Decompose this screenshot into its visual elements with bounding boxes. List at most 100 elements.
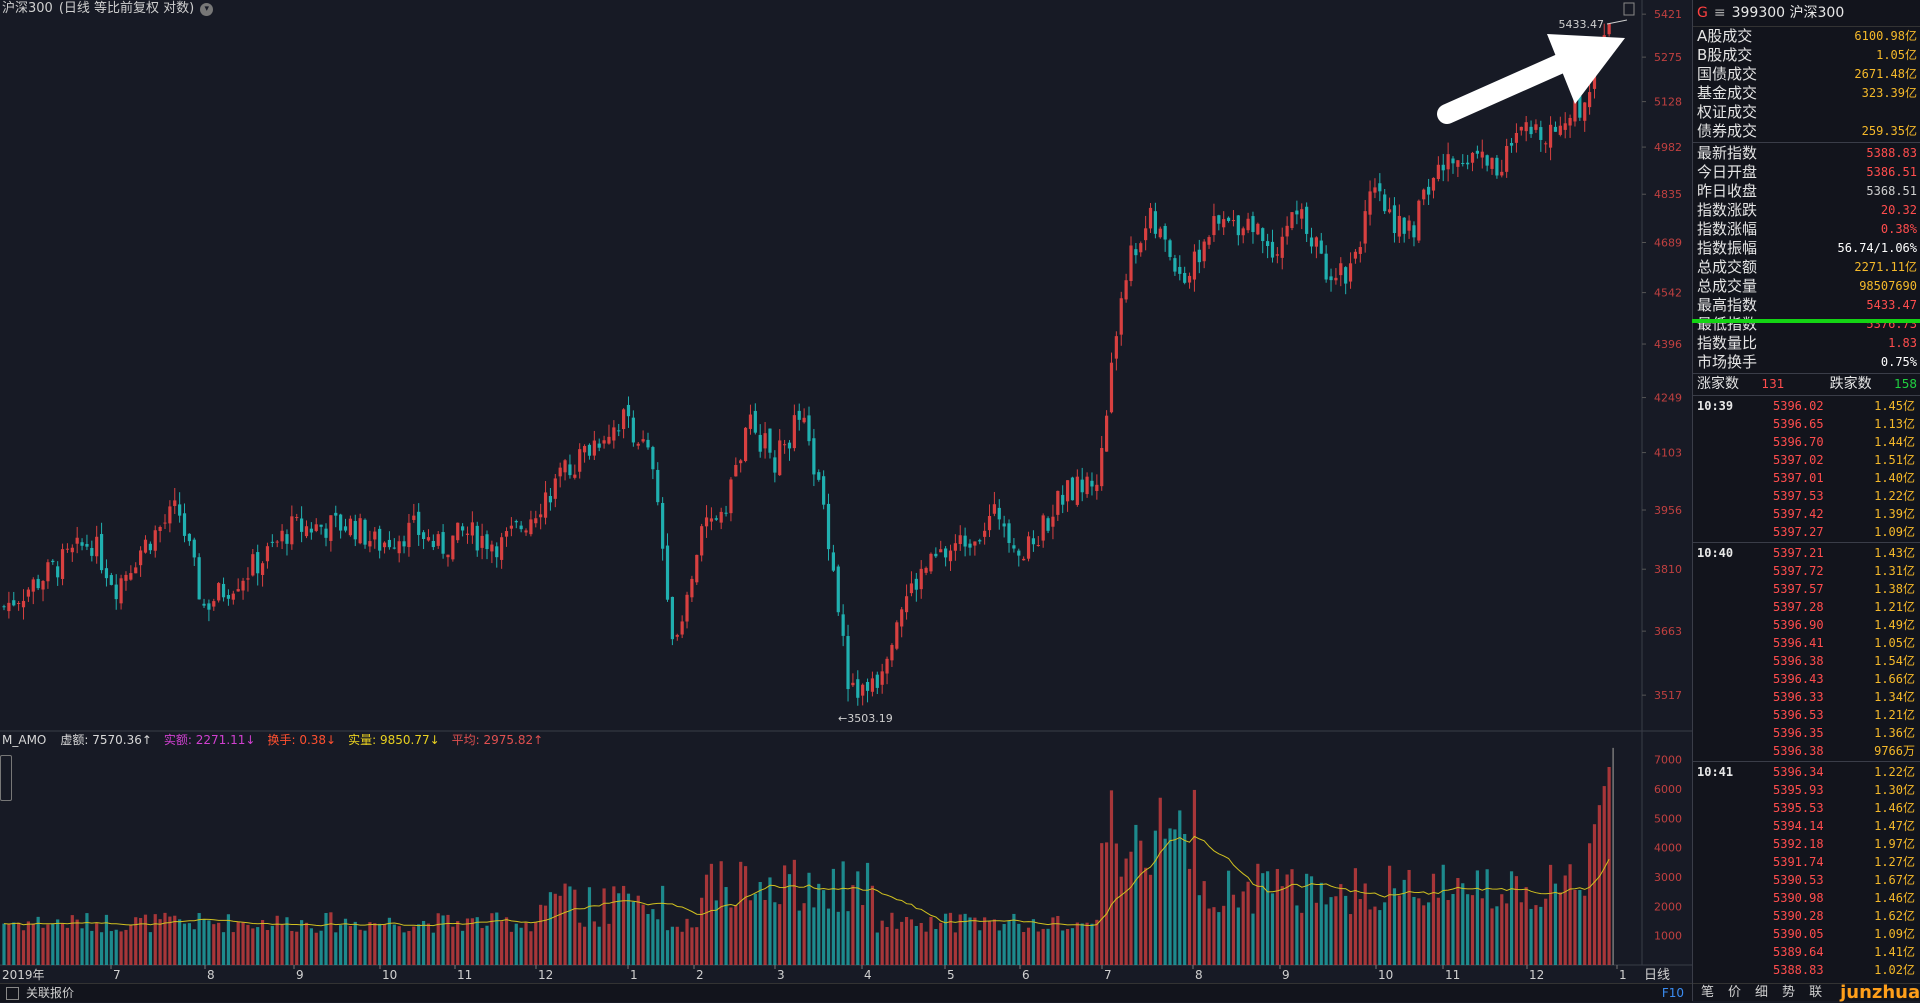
candle-body	[465, 533, 470, 535]
chart-canvas[interactable]: 5421527551284982483546894542439642494103…	[0, 0, 1692, 983]
candle-body	[1466, 162, 1470, 165]
volume-bar	[139, 918, 143, 965]
volume-bar	[1314, 902, 1318, 965]
x-tick-label: 8	[207, 968, 215, 982]
candle-body	[75, 537, 79, 544]
candle-body	[851, 682, 855, 686]
volume-bar	[392, 924, 396, 965]
breadth-row: 涨家数 131 跌家数 158	[1693, 375, 1920, 394]
tick-price: 5396.41	[1773, 636, 1824, 650]
kline-chart-area[interactable]: 5421 5275 5128 4982 4835 4689 4542 4396 4249 4103…	[0, 0, 1692, 982]
candle-body	[739, 460, 743, 464]
candle-body	[95, 536, 99, 557]
volume-bar	[300, 920, 304, 965]
volume-bar	[1539, 906, 1543, 965]
volume-bar	[1236, 907, 1240, 965]
footer-tab[interactable]: 势	[1782, 985, 1796, 1000]
candle-body	[778, 440, 782, 476]
candle-body	[1485, 155, 1489, 166]
x-tick-label: 2019年	[2, 968, 45, 982]
scroll-handle[interactable]	[0, 755, 12, 801]
footer-tab[interactable]: 笔	[1701, 985, 1715, 1000]
candle-body	[1456, 160, 1460, 167]
volume-bar	[143, 914, 148, 965]
tick-row: 5397.02 1.51亿	[1693, 451, 1920, 469]
volume-bar	[1173, 829, 1177, 965]
candle-body	[1153, 211, 1157, 234]
candle-body	[490, 544, 494, 552]
volume-bar	[1275, 868, 1279, 965]
volume-bar	[56, 919, 60, 965]
volume-bar	[1495, 906, 1499, 965]
volume-bar	[641, 904, 645, 965]
candle-body	[1095, 484, 1099, 492]
vol-tick-label: 4000	[1654, 842, 1682, 855]
volume-bar	[51, 923, 55, 965]
tick-amount: 1.09亿	[1874, 525, 1915, 539]
tick-row: 5396.43 1.66亿	[1693, 670, 1920, 688]
indicator-name[interactable]: M_AMO	[2, 733, 47, 747]
candle-body	[1363, 211, 1367, 244]
up-count-label: 涨家数	[1697, 376, 1739, 392]
menu-icon[interactable]: ≡	[1713, 5, 1726, 21]
chevron-down-icon[interactable]: ▾	[200, 2, 214, 16]
tick-amount: 1.97亿	[1874, 837, 1915, 851]
volume-bar	[221, 932, 226, 965]
tick-list[interactable]: 10:39 5396.02 1.45亿 5396.65 1.13亿 5396.70 1.44…	[1693, 397, 1920, 979]
volume-bar	[1324, 904, 1328, 965]
volume-bar	[1392, 888, 1397, 965]
candle-body	[1061, 494, 1065, 505]
x-tick-label: 10	[1378, 968, 1393, 982]
related-quote-tab[interactable]: 关联报价	[26, 986, 75, 1000]
tick-time: 10:39	[1697, 399, 1734, 413]
volume-bar	[1470, 895, 1475, 965]
stat-row: 指数振幅 56.74/1.06%	[1693, 239, 1920, 258]
vol-tick-label: 7000	[1654, 754, 1682, 767]
footer-tab[interactable]: 细	[1755, 985, 1769, 1000]
x-tick-label: 11	[457, 968, 472, 982]
volume-bar	[80, 928, 84, 965]
g-icon[interactable]: G	[1697, 5, 1708, 21]
candle-body	[500, 537, 504, 560]
tick-amount: 9766万	[1874, 744, 1915, 758]
volume-bar	[631, 901, 635, 965]
volume-bar	[1153, 830, 1157, 965]
tick-time	[1693, 871, 1773, 889]
candle-body	[1261, 228, 1265, 242]
volume-bar	[1480, 898, 1484, 965]
volume-bar	[70, 915, 74, 965]
volume-bar	[563, 883, 567, 965]
candle-body	[978, 540, 982, 542]
stat-row: 市场换手 0.75%	[1693, 353, 1920, 372]
volume-bar	[31, 923, 35, 965]
candle-body	[382, 542, 387, 548]
volume-bar	[685, 918, 689, 965]
grid-icon[interactable]	[6, 987, 19, 1000]
volume-bar	[1422, 905, 1426, 965]
candle-body	[714, 518, 718, 520]
period-label[interactable]: 日线	[1644, 968, 1671, 983]
volume-bar	[504, 917, 509, 965]
candle-body	[861, 684, 865, 696]
candle-body	[543, 492, 548, 518]
volume-bar	[182, 923, 187, 965]
indicator-item: 换手: 0.38↓	[267, 733, 337, 747]
volume-bar	[919, 922, 923, 965]
candle-body	[602, 440, 606, 444]
tick-row: 5397.57 1.38亿	[1693, 580, 1920, 598]
footer-tab[interactable]: 联	[1809, 985, 1823, 1000]
volume-bar	[758, 881, 762, 965]
candle-body	[914, 578, 918, 590]
footer-tab[interactable]: 价	[1728, 985, 1742, 1000]
tick-amount: 1.43亿	[1874, 546, 1915, 560]
volume-bar	[929, 916, 933, 965]
volume-bar	[675, 926, 679, 965]
volume-bar	[1436, 897, 1440, 965]
f10-button[interactable]: F10	[1661, 986, 1684, 1000]
candle-body	[1207, 237, 1211, 245]
volume-bar	[109, 931, 113, 965]
tick-row: 5396.33 1.34亿	[1693, 688, 1920, 706]
volume-bar	[612, 886, 616, 965]
volume-bar	[304, 922, 309, 965]
candle-body	[724, 512, 728, 514]
